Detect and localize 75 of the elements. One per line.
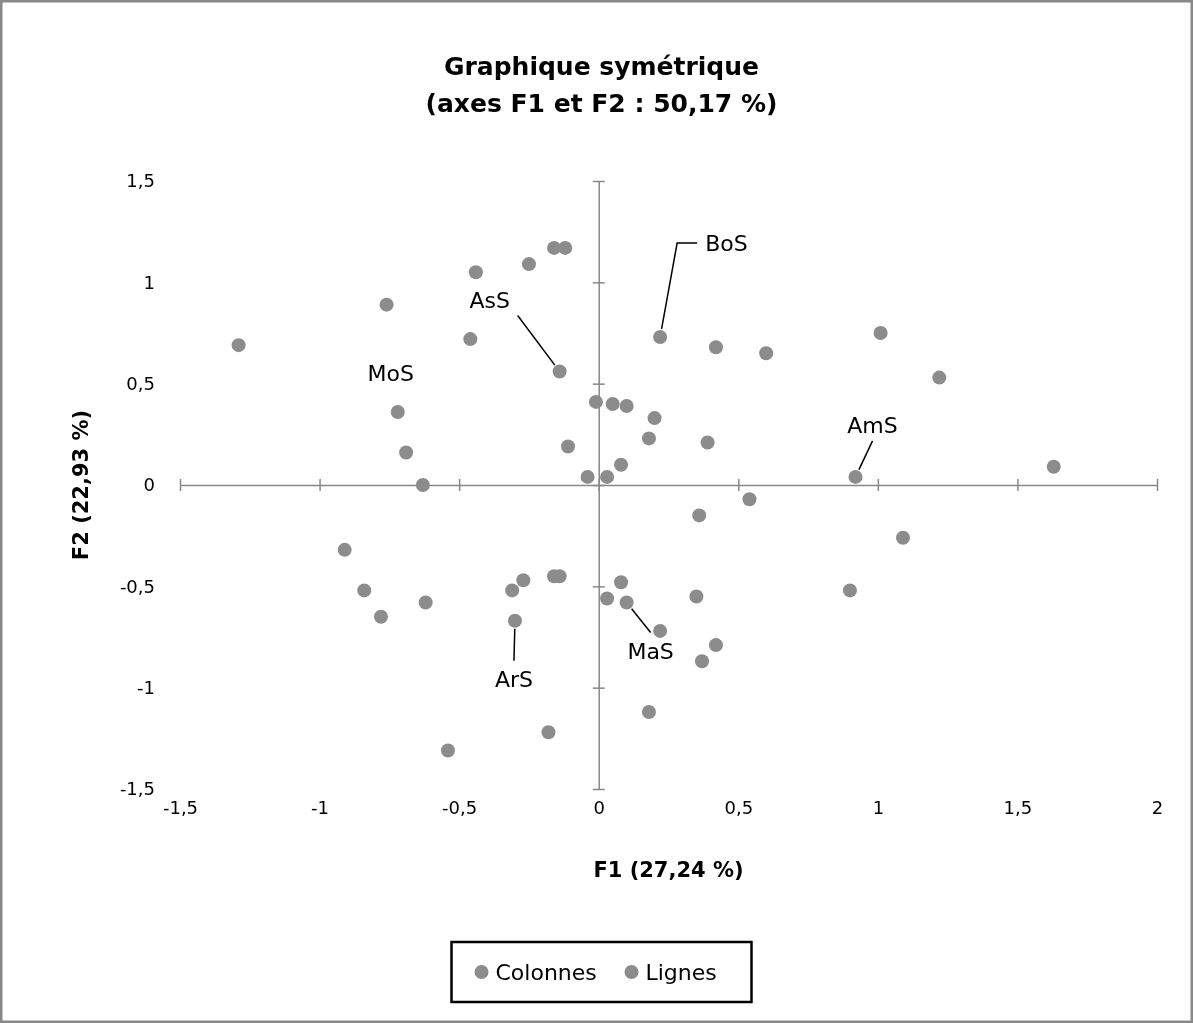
point xyxy=(653,623,668,638)
point xyxy=(357,583,372,598)
annotation: AmS xyxy=(847,412,898,438)
annotation: ArS xyxy=(494,666,533,692)
y-tick-label: -1 xyxy=(137,676,155,698)
point xyxy=(399,445,414,460)
annotation: BoS xyxy=(705,231,748,257)
point xyxy=(588,394,603,409)
y-tick-label: 1,5 xyxy=(126,170,155,192)
annotation: MaS xyxy=(627,638,674,664)
y-tick-label: 0,5 xyxy=(126,372,155,394)
chart-subtitle: (axes F1 et F2 : 50,17 %) xyxy=(425,89,778,118)
point xyxy=(541,725,556,740)
point xyxy=(708,638,723,653)
x-tick-label: -1 xyxy=(311,796,330,818)
y-tick-label: 1 xyxy=(143,271,155,293)
y-tick-label: 0 xyxy=(143,474,155,496)
legend-label: Lignes xyxy=(645,960,717,985)
legend-label: Colonnes xyxy=(495,960,597,985)
point xyxy=(689,589,704,604)
point xyxy=(468,265,483,280)
point xyxy=(641,704,656,719)
point xyxy=(440,743,455,758)
point xyxy=(561,439,576,454)
point xyxy=(873,326,888,340)
point xyxy=(231,338,246,353)
chart-title: Graphique symétrique xyxy=(443,52,760,81)
point xyxy=(619,398,634,413)
point xyxy=(390,405,405,420)
point xyxy=(379,297,394,312)
point xyxy=(337,542,352,557)
point xyxy=(641,431,656,446)
point xyxy=(1046,459,1061,474)
x-tick-label: 2 xyxy=(1151,796,1164,818)
point xyxy=(653,330,668,345)
point xyxy=(614,575,629,590)
point xyxy=(895,530,910,545)
y-axis-title: F2 (22,93 %) xyxy=(69,409,93,561)
point xyxy=(600,469,615,484)
point xyxy=(415,478,430,492)
point xyxy=(552,364,567,379)
point xyxy=(695,654,709,669)
point xyxy=(600,591,615,606)
point xyxy=(932,370,947,385)
point xyxy=(580,469,595,484)
point xyxy=(848,469,863,484)
point xyxy=(516,573,531,588)
point xyxy=(708,340,723,355)
point xyxy=(373,609,388,624)
point xyxy=(521,257,536,272)
point xyxy=(605,396,620,411)
y-tick-label: -0,5 xyxy=(119,575,155,597)
point xyxy=(742,492,757,507)
point xyxy=(507,613,522,628)
x-tick-label: 1,5 xyxy=(1003,796,1033,818)
point xyxy=(647,411,662,426)
point xyxy=(614,457,629,472)
point xyxy=(692,508,707,523)
point xyxy=(463,332,478,347)
point xyxy=(418,595,433,610)
x-axis-title: F1 (27,24 %) xyxy=(593,858,744,882)
point xyxy=(558,240,573,255)
x-tick-label: 1 xyxy=(872,796,885,818)
x-tick-label: 0,5 xyxy=(724,796,754,818)
x-tick-label: -1,5 xyxy=(162,796,199,818)
point xyxy=(700,435,715,450)
y-tick-label: -1,5 xyxy=(119,778,155,800)
point xyxy=(505,583,520,598)
x-tick-label: 0 xyxy=(593,796,605,818)
annotation: MoS xyxy=(367,361,414,387)
annotation: AsS xyxy=(469,287,510,313)
point xyxy=(759,346,774,361)
point xyxy=(842,583,857,598)
x-tick-label: -0,5 xyxy=(442,796,478,818)
point xyxy=(619,595,634,610)
